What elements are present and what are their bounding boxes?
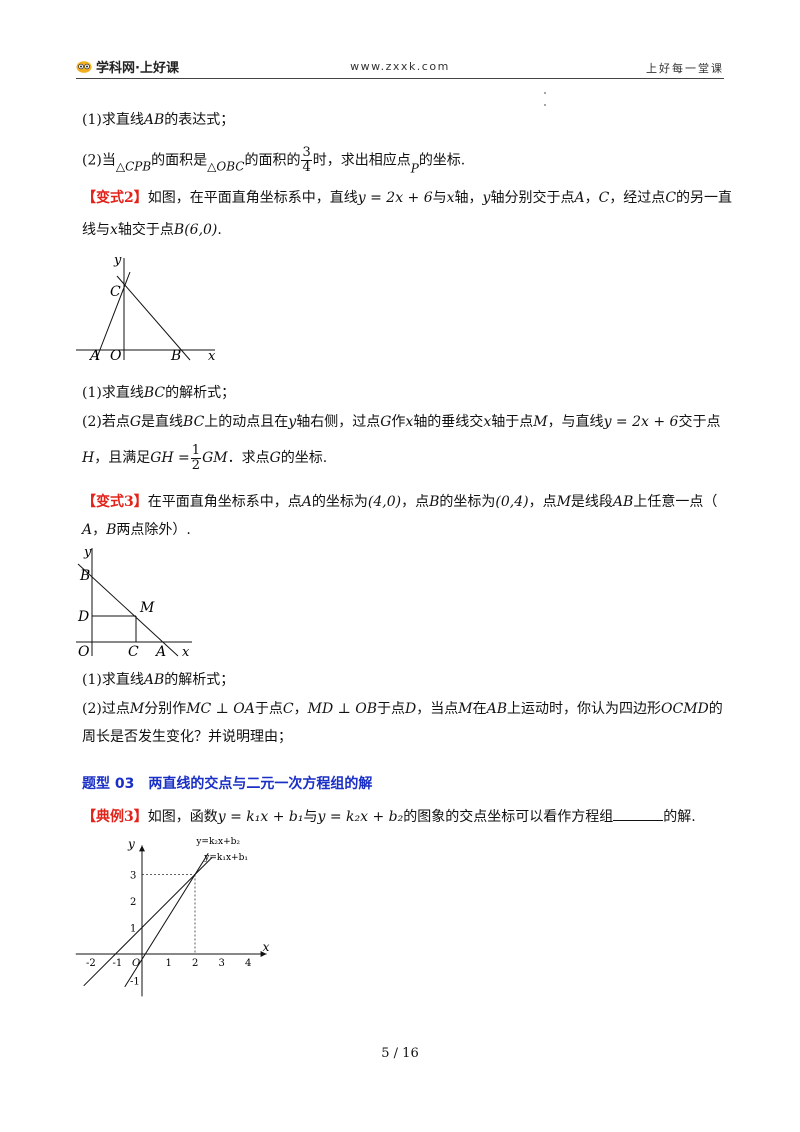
brand-logo: 学科网·上好课 [76,57,179,76]
fig-label-A: A [88,348,100,364]
section-heading: 题型 03 两直线的交点与二元一次方程组的解 [82,776,373,792]
page-header: 学科网·上好课 www.zxxk.com 上好每一堂课 [76,54,724,79]
y-tick-label: 3 [130,871,136,882]
fig-label-B: B [170,348,181,364]
fig-label-C: C [110,284,121,300]
page-number: 5 / 16 [381,1046,419,1061]
variant3-stem-line1: 【变式3】在平面直角坐标系中，点A的坐标为(4,0)，点B的坐标为(0,4)，点… [82,494,718,510]
fig-label-O: O [78,644,90,660]
axes [75,845,267,997]
variant3-stem-line2: A，B两点除外）. [82,522,191,538]
fig-label-B: B [79,568,90,584]
q1-part1: (1)求直线AB的表达式； [82,112,235,128]
variant2-stem-line2: 线与x轴交于点B(6,0). [82,222,222,238]
x-tick-label: 2 [192,958,198,969]
fig-label-O: O [110,348,122,364]
tick-labels: 3 2 1 -1 -2 -1 O 1 2 3 4 [86,871,251,988]
example3-chart: 3 2 1 -1 -2 -1 O 1 2 3 4 y x y=k₂x+b₂ y=k₁x+b₁ [75,837,270,997]
x-tick-label: -2 [86,958,96,969]
guide-lines [142,874,196,954]
series-lines [83,853,213,988]
segment-AB [77,563,179,657]
fig-label-y: y [113,253,122,268]
fig-label-D: D [77,609,89,625]
line-AC [95,271,131,361]
variant2-part2-line1: (2)若点G是直线BC上的动点且在y轴右侧，过点G作x轴的垂线交x轴于点M，与直… [82,414,721,430]
logo-text: 学科网·上好课 [96,61,179,76]
series-label-k1: y=k₁x+b₁ [203,853,248,863]
site-url: www.zxxk.com [350,60,450,73]
x-tick-label: O [132,958,140,969]
fig-label-x: x [208,349,216,364]
fig-label-x: x [182,645,190,660]
x-tick-label: 1 [166,958,172,969]
y-tick-label: -1 [130,977,140,988]
variant3-part1: (1)求直线AB的解析式； [82,672,235,688]
speck [544,104,546,106]
fig-label-A: A [154,644,166,660]
line-BC [116,275,191,361]
variant2-part1: (1)求直线BC的解析式； [82,385,236,401]
variant3-part2-line1: (2)过点M分别作MC ⊥ OA于点C，MD ⊥ OB于点D，当点M在AB上运动… [82,701,723,717]
variant3-part2-line2: 周长是否发生变化？并说明理由； [82,729,292,745]
x-tick-label: 3 [219,958,225,969]
variant2-figure: y C A O B x [76,253,216,364]
speck [544,92,546,94]
x-axis-arrow [260,951,267,957]
series-label-k2: y=k₂x+b₂ [195,837,240,847]
example3-stem: 【典例3】如图，函数y = k₁x + b₁与y = k₂x + b₂的图象的交… [82,806,696,827]
y-axis-arrow [139,845,145,852]
x-tick-label: -1 [113,958,123,969]
series-line-2 [83,856,213,987]
fig-label-M: M [139,600,155,616]
q1-part2: (2)当△CPB的面积是△OBC的面积的 3 4 时，求出相应点P的坐标. [82,145,466,176]
answer-blank[interactable] [613,806,664,821]
fig-label-C: C [128,644,139,660]
y-tick-label: 1 [130,924,136,935]
variant2-stem-line1: 【变式2】如图，在平面直角坐标系中，直线y = 2x + 6与x轴，y轴分别交于… [82,190,733,206]
variant2-part2-line2: H，且满足GH = 1 2 GM．求点G的坐标. [82,442,328,473]
owl-logo-icon [76,61,92,73]
x-tick-label: 4 [245,958,251,969]
y-tick-label: 2 [130,897,136,908]
variant3-figure: y B D M O C A x [76,545,192,660]
slogan: 上好每一堂课 [646,62,724,75]
axis-label-x: x [263,940,270,954]
fig-label-y: y [83,545,92,560]
axis-label-y: y [127,837,135,851]
